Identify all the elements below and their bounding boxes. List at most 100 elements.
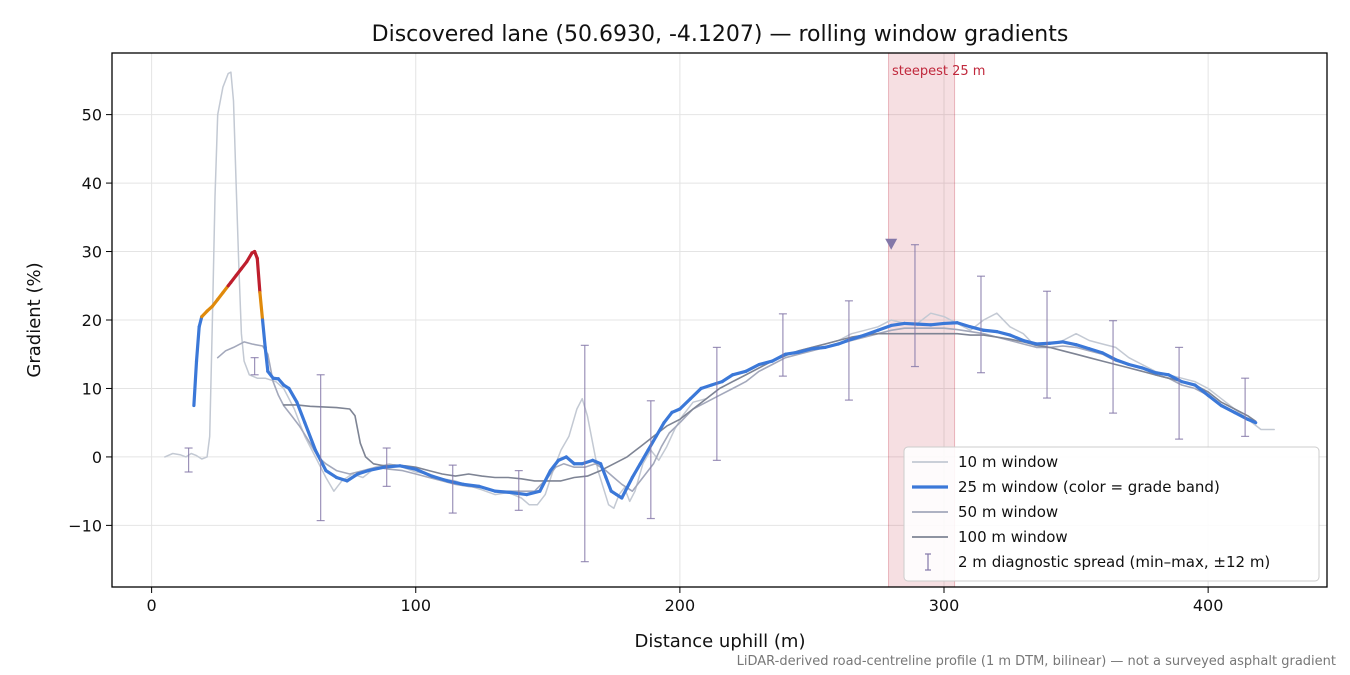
series-segment-25m: [876, 323, 893, 332]
legend-swatch-errorbar: [925, 553, 931, 571]
series-segment-25m: [968, 325, 986, 332]
series-segment-25m: [1219, 403, 1237, 415]
series-segment-25m: [398, 464, 418, 471]
series-line-10m: [164, 71, 1275, 510]
peak-marker: [885, 238, 898, 250]
y-tick-label: 10: [82, 379, 102, 398]
series-segment-25m: [477, 484, 497, 493]
series-segment-25m: [1180, 380, 1197, 387]
series-segment-25m: [1193, 383, 1210, 397]
series-segment-25m: [915, 322, 933, 327]
series-segment-25m: [770, 352, 788, 363]
series-segment-25m: [638, 448, 650, 466]
series-segment-25m: [599, 462, 608, 480]
error-bars: [184, 244, 1250, 563]
series-segment-25m: [461, 482, 481, 488]
error-bar: [976, 275, 985, 374]
series-segment-25m: [1061, 340, 1078, 347]
series-segment-25m: [654, 421, 666, 438]
error-bar: [778, 313, 787, 377]
y-axis-label: Gradient (%): [24, 262, 45, 377]
axis-ticks: 0 100 200 300 400 −10 0 10 20 30 40 50: [68, 106, 1223, 615]
x-tick-label: 300: [929, 596, 960, 615]
series-segment-25m: [258, 291, 265, 322]
error-bar: [184, 447, 193, 473]
error-bar: [250, 357, 259, 376]
legend-label-50m: 50 m window: [958, 503, 1058, 521]
series-segment-25m: [604, 475, 613, 493]
series-segment-25m: [245, 251, 254, 264]
series-segment-25m: [757, 359, 774, 367]
series-segment-25m: [1021, 338, 1039, 346]
series-segment-25m: [564, 455, 576, 466]
series-segment-25m: [260, 318, 267, 349]
series-segment-25m: [1100, 351, 1118, 362]
series-segment-25m: [1153, 371, 1171, 377]
x-tick-label: 100: [400, 596, 431, 615]
steepest-label: steepest 25 m: [892, 64, 985, 79]
error-bar: [514, 470, 523, 511]
y-tick-label: 40: [82, 174, 102, 193]
series-line-100m: [282, 332, 1257, 482]
series-segment-25m: [1140, 366, 1157, 375]
error-bar: [646, 400, 655, 520]
series-segment-25m: [902, 321, 920, 326]
series-segment-25m: [678, 397, 693, 411]
series-segment-25m: [303, 421, 317, 452]
y-tick-label: 0: [92, 448, 102, 467]
series-segment-25m: [1074, 343, 1091, 351]
series-segment-25m: [699, 383, 714, 391]
error-bar: [382, 447, 391, 487]
series-segment-25m: [863, 328, 880, 337]
series-segment-25m: [324, 469, 339, 480]
legend-label-errorbar: 2 m diagnostic spread (min–max, ±12 m): [958, 553, 1270, 571]
series-segment-25m: [810, 345, 827, 351]
series-segment-25m: [744, 362, 761, 373]
series-segment-25m: [356, 469, 370, 476]
y-tick-label: 30: [82, 243, 102, 262]
series-segment-25m: [889, 321, 906, 328]
series-line-50m: [216, 327, 1257, 493]
legend-label-25m: 25 m window (color = grade band): [958, 478, 1220, 496]
series-segment-25m: [646, 434, 658, 452]
series-segment-25m: [955, 321, 973, 329]
series-segment-25m: [192, 359, 199, 408]
series-segment-25m: [197, 314, 204, 329]
error-bar: [712, 346, 721, 461]
series-segment-25m: [982, 328, 999, 334]
series-segment-25m: [1114, 358, 1131, 367]
series-segment-25m: [823, 342, 840, 349]
series-segment-25m: [783, 350, 801, 356]
series-segment-25m: [1008, 333, 1025, 343]
error-bar: [910, 244, 919, 368]
series-segment-25m: [849, 333, 867, 341]
series-segment-25m: [345, 472, 360, 483]
error-bar: [580, 344, 589, 563]
series-segment-25m: [255, 256, 262, 295]
x-tick-label: 0: [147, 596, 157, 615]
y-tick-label: 50: [82, 106, 102, 125]
series-segment-25m: [366, 465, 386, 473]
series-segment-25m: [731, 369, 748, 377]
series-segment-25m: [1206, 393, 1223, 408]
series-segment-25m: [1087, 347, 1105, 355]
series-segment-25m: [414, 467, 434, 478]
series-segment-25m: [525, 489, 542, 497]
legend-box: [903, 446, 1320, 582]
chart-title: Discovered lane (50.6930, -4.1207) — rol…: [372, 22, 1069, 47]
x-tick-label: 200: [665, 596, 696, 615]
series-segment-25m: [995, 330, 1012, 337]
grid-lines: [112, 53, 1327, 587]
series-segment-25m: [445, 479, 465, 486]
series-segment-25m: [1246, 417, 1258, 425]
x-tick-label: 400: [1193, 596, 1224, 615]
series-segment-25m: [797, 347, 814, 354]
series-segment-25m: [1127, 362, 1144, 370]
series-segment-25m: [334, 475, 349, 483]
series-segment-25m: [1048, 340, 1065, 345]
series-segment-25m: [287, 386, 299, 404]
series-segment-25m: [662, 410, 674, 425]
error-bar: [448, 464, 457, 514]
series-segment-25m: [538, 469, 553, 493]
